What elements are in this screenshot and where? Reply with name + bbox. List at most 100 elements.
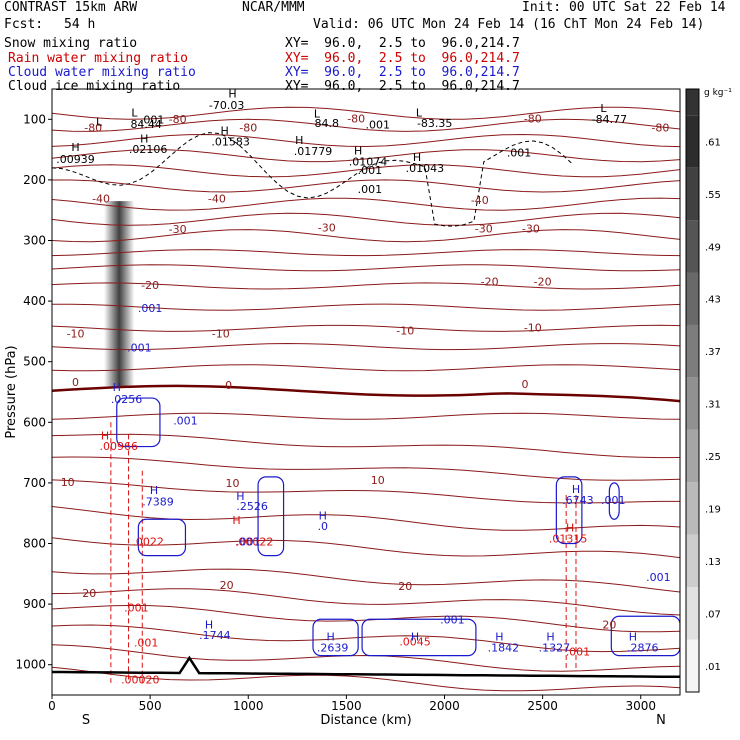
isotherm-line [52, 149, 680, 163]
x-end-label-south: S [82, 713, 90, 728]
cloud-water-label: H [495, 630, 503, 643]
field-ice-xy: XY= 96.0, 2.5 to 96.0,214.7 [285, 79, 520, 94]
x-axis-label: Distance (km) [320, 713, 411, 728]
colorbar-label: .19 [705, 504, 721, 515]
rain-label: .01315 [549, 532, 588, 545]
cloud-water-contour [610, 615, 680, 657]
cloud-water-label: H [546, 630, 554, 643]
y-tick-label: 400 [23, 294, 46, 308]
ice-label: H [228, 87, 236, 100]
snow-max-label: .00939 [56, 153, 95, 166]
isotherm-line [52, 342, 680, 351]
colorbar-label: .25 [705, 452, 721, 463]
cloud-water-label: .001 [601, 494, 626, 507]
cloud-water-label: H [205, 618, 213, 631]
init-time: Init: 00 UTC Sat 22 Feb 14 [522, 0, 726, 15]
cloud-water-label: H [411, 630, 419, 643]
snow-max-label: H [221, 124, 229, 137]
cloud-water-label: H [572, 483, 580, 496]
colorbar-unit: g kg⁻¹ [704, 88, 732, 98]
org-label: NCAR/MMM [242, 0, 305, 15]
isotherm-line [52, 479, 680, 504]
cloud-water-label: .2876 [627, 641, 659, 654]
colorbar-cell [686, 377, 699, 430]
isotherm-label: -20 [141, 279, 159, 292]
isotherm-label: -80 [651, 121, 669, 134]
y-tick-label: 900 [23, 597, 46, 611]
x-tick-label: 1000 [233, 699, 264, 713]
snow-max-label: H [354, 144, 362, 157]
cloud-water-contour [116, 397, 161, 448]
isotherm-line [52, 588, 680, 616]
valid-time: Valid: 06 UTC Mon 24 Feb 14 (16 ChT Mon … [313, 17, 705, 32]
isotherm-label: 20 [82, 587, 96, 600]
y-tick-label: 800 [23, 537, 46, 551]
forecast-hour: 54 h [64, 17, 96, 32]
isotherm-line [52, 568, 680, 593]
cloud-water-label: .001 [646, 571, 671, 584]
isotherm-label: 20 [602, 618, 616, 631]
ice-label: .001 [366, 118, 391, 131]
ice-label: .001 [507, 146, 532, 159]
cloud-water-label: H [319, 509, 327, 522]
cloud-water-label: .6743 [562, 494, 594, 507]
y-tick-label: 1000 [15, 658, 46, 672]
y-tick-label: 700 [23, 476, 46, 490]
ice-label: 84.8 [315, 117, 340, 130]
isotherm-label: -30 [475, 223, 493, 236]
rain-label: .001 [134, 637, 159, 650]
field-snow-name: Snow mixing ratio [4, 36, 138, 51]
isotherm-label: 0 [72, 376, 79, 389]
field-snow-xy: XY= 96.0, 2.5 to 96.0,214.7 [285, 36, 520, 51]
field-rain-name: Rain water mixing ratio [8, 51, 189, 66]
zero-isotherm-line [52, 384, 680, 403]
isotherm-line [52, 324, 680, 332]
isotherm-line [52, 506, 680, 531]
x-end-label-north: N [656, 713, 666, 728]
y-tick-label: 600 [23, 415, 46, 429]
rain-label: H [101, 429, 109, 442]
isotherm-label: 20 [398, 580, 412, 593]
field-rain-xy: XY= 96.0, 2.5 to 96.0,214.7 [285, 51, 520, 66]
colorbar-label: .31 [705, 400, 721, 411]
isotherm-label: -10 [524, 321, 542, 334]
isotherm-label: -40 [208, 192, 226, 205]
isotherm-line [52, 433, 680, 459]
isotherm-label: -40 [92, 192, 110, 205]
isotherm-line [52, 303, 680, 311]
isotherm-line [52, 412, 680, 420]
y-tick-label: 200 [23, 173, 46, 187]
x-tick-label: 0 [48, 699, 56, 713]
cloud-water-label: .001 [127, 341, 152, 354]
isotherm-label: 10 [371, 474, 385, 487]
cloud-water-label: H [327, 630, 335, 643]
isotherm-line [52, 456, 680, 481]
isotherm-line [52, 179, 680, 193]
colorbar-label: .55 [705, 190, 721, 201]
y-axis-label: Pressure (hPa) [4, 345, 19, 438]
isotherm-label: 0 [521, 378, 528, 391]
x-tick-label: 2000 [429, 699, 460, 713]
model-title: CONTRAST 15km ARW [4, 0, 138, 15]
terrain-line [52, 655, 680, 679]
colorbar-label: .37 [705, 347, 721, 358]
cloud-water-contour [555, 476, 583, 545]
colorbar-cell [686, 429, 699, 483]
x-tick-label: 3000 [625, 699, 656, 713]
isotherm-label: -80 [347, 112, 365, 125]
isotherm-label: -10 [212, 327, 230, 340]
isotherm-line [52, 229, 680, 243]
cloud-water-label: .001 [236, 535, 261, 548]
colorbar-cell [686, 587, 699, 640]
cloud-water-contour [312, 618, 359, 657]
isotherm-line [52, 197, 680, 211]
rain-label: .001 [566, 646, 591, 659]
snow-max-label: .001 [358, 183, 383, 196]
y-tick-label: 100 [23, 112, 46, 126]
cloud-water-label: H [629, 630, 637, 643]
cloud-water-label: .001 [440, 613, 465, 626]
cloud-water-label: H [236, 490, 244, 503]
y-tick-label: 300 [23, 234, 46, 248]
colorbar-cell [686, 534, 699, 588]
